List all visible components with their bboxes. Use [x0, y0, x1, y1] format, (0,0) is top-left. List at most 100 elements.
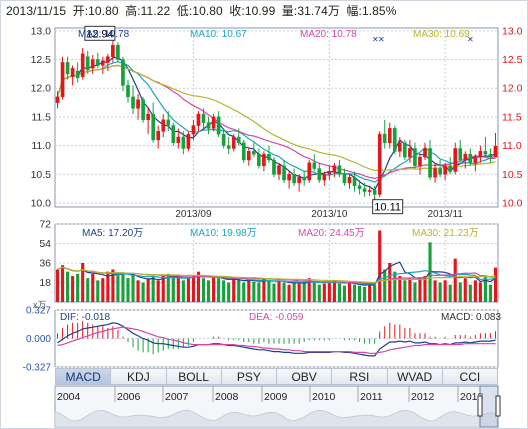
volume-bar	[378, 230, 382, 302]
volume-bar	[232, 278, 236, 302]
price-legend-3: MA20: 10.78	[300, 29, 357, 40]
candle-body	[136, 99, 140, 109]
candle-body	[347, 176, 352, 184]
timeline-handle-left	[477, 395, 483, 417]
volume-bar	[101, 278, 105, 302]
volume-bar	[121, 273, 125, 302]
candle-body	[85, 56, 90, 71]
candle-body	[211, 116, 216, 129]
candle-body	[206, 122, 211, 129]
volume-bar	[473, 280, 477, 302]
candle-body	[65, 62, 70, 75]
volume-bar	[468, 284, 472, 302]
volume-bar	[131, 274, 135, 302]
candle-body	[292, 174, 296, 184]
tab-boll[interactable]: BOLL	[166, 368, 222, 385]
macd-tick: -0.327	[23, 363, 52, 374]
candle-body	[131, 96, 135, 109]
volume-bar	[106, 271, 110, 302]
candle-body	[221, 133, 226, 146]
volume-tick: 36	[39, 258, 51, 270]
timeline-year-label: 2010	[312, 391, 336, 403]
macd-legend-1: DIF: -0.018	[60, 312, 110, 323]
candle-body	[186, 133, 191, 149]
candle-body	[90, 59, 95, 69]
volume-bar	[60, 265, 65, 302]
tab-wvad[interactable]: WVAD	[387, 368, 443, 385]
candle-body	[463, 153, 468, 161]
candle-body	[312, 162, 317, 169]
volume-bar	[287, 284, 291, 302]
candle-body	[171, 125, 176, 143]
volume-bar	[66, 271, 70, 302]
change-value: 1.85%	[361, 4, 397, 18]
indicator-tabs: MACD KDJ BOLL PSY OBV RSI WVAD CCI	[55, 368, 498, 385]
volume-legend-2: MA10: 19.98万	[190, 228, 257, 239]
candle-body	[332, 165, 337, 172]
tab-kdj[interactable]: KDJ	[111, 368, 167, 385]
volume-bar	[443, 280, 447, 302]
price-legend-1: MA5: 10.78	[78, 29, 130, 40]
candle-body	[297, 176, 301, 184]
tab-macd[interactable]: MACD	[55, 368, 112, 385]
candle-body	[352, 176, 357, 187]
macd-legend-2: DEA: -0.059	[249, 312, 304, 323]
candle-body	[121, 59, 125, 86]
volume-bar	[55, 269, 60, 302]
candle-body	[151, 113, 155, 141]
date-tick-label: 2013/11	[427, 209, 463, 220]
volume-bar	[196, 271, 201, 302]
volume-bar	[171, 278, 175, 302]
price-tick-left: 13.0	[31, 25, 52, 37]
volume-bar	[156, 280, 160, 302]
candle-body	[337, 165, 342, 175]
volume-bar	[302, 282, 306, 302]
volume-bar	[76, 273, 80, 302]
candle-body	[156, 131, 161, 141]
high-value: 11.22	[140, 4, 171, 18]
volume-bar	[307, 278, 311, 302]
candle-body	[387, 128, 392, 143]
ma30-line	[56, 64, 496, 172]
volume-bar	[463, 278, 467, 302]
vol-ma10-line	[57, 266, 496, 285]
price-tick-right: 12.5	[502, 54, 523, 66]
volume-bar	[201, 278, 206, 302]
volume-bar	[116, 276, 120, 302]
volume-bar	[86, 278, 90, 302]
tab-psy[interactable]: PSY	[221, 368, 277, 385]
candle-body	[317, 168, 322, 181]
volume-bar	[448, 284, 452, 302]
tab-cci[interactable]: CCI	[442, 368, 498, 385]
low-label: 低:	[176, 4, 193, 18]
timeline-year-label: 2009	[264, 391, 288, 403]
candle-body	[106, 56, 110, 63]
price-legend-2: MA10: 10.67	[190, 29, 247, 40]
candle-body	[116, 44, 120, 60]
price-tick-left: 12.0	[31, 83, 52, 95]
candle-body	[55, 96, 60, 103]
volume-bar	[358, 285, 362, 302]
candle-body	[226, 145, 231, 149]
timeline-year-label: 2006	[117, 391, 141, 403]
candle-body	[277, 165, 281, 175]
candle-body	[493, 145, 498, 158]
date-tick-label: 2013/09	[175, 209, 212, 220]
tab-obv[interactable]: OBV	[277, 368, 333, 385]
volume-legend-1: MA5: 17.20万	[82, 228, 143, 239]
volume-bar	[373, 285, 377, 302]
tab-rsi[interactable]: RSI	[332, 368, 388, 385]
candle-body	[181, 136, 186, 149]
price-tick-right: 10.5	[502, 169, 523, 181]
volume-bar	[438, 282, 442, 302]
volume-bar	[488, 284, 493, 302]
candle-body	[382, 133, 387, 143]
volume-bar	[222, 280, 226, 302]
volume-bar	[312, 282, 316, 302]
volume-bar	[262, 278, 266, 302]
timeline-year-label: 2012	[411, 391, 435, 403]
timeline-history-area	[54, 409, 499, 428]
candle-body	[75, 70, 80, 79]
volume-bar	[403, 280, 407, 302]
